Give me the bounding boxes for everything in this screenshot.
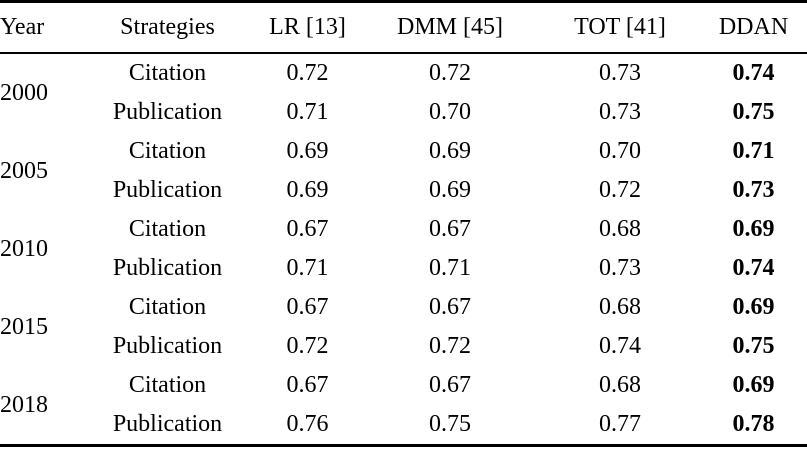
- value-cell-tot-41: 0.73: [599, 60, 641, 86]
- value-cell-ddan: 0.74: [732, 60, 775, 86]
- value-cell-tot-41: 0.73: [599, 99, 641, 125]
- strategy-cell: Publication: [112, 333, 223, 359]
- strategy-cell: Publication: [112, 411, 223, 437]
- table-body: 2000 Citation 0.72 0.72 0.73 0.74 Publication 0…: [0, 53, 807, 446]
- value-cell-dmm-45: 0.72: [429, 60, 471, 86]
- table-row: Publication 0.76 0.75 0.77 0.78: [0, 405, 807, 446]
- value-cell-tot-41: 0.68: [599, 372, 641, 398]
- table-row: Publication 0.69 0.69 0.72 0.73: [0, 171, 807, 210]
- value-cell-tot-41: 0.77: [599, 411, 641, 437]
- table-row: Publication 0.72 0.72 0.74 0.75: [0, 327, 807, 366]
- column-header-lr-13: LR [13]: [269, 14, 346, 40]
- table-row: 2018 Citation 0.67 0.67 0.68 0.69: [0, 366, 807, 418]
- value-cell-lr-13: 0.67: [286, 372, 329, 398]
- value-cell-ddan: 0.69: [732, 216, 775, 242]
- column-header-strategies: Strategies: [120, 14, 215, 40]
- value-cell-dmm-45: 0.72: [429, 333, 471, 359]
- value-cell-dmm-45: 0.67: [429, 372, 471, 398]
- value-cell-tot-41: 0.70: [599, 138, 641, 164]
- strategy-cell: Citation: [128, 60, 207, 86]
- value-cell-tot-41: 0.68: [599, 294, 641, 320]
- value-cell-dmm-45: 0.67: [429, 294, 471, 320]
- column-header-year: Year: [0, 14, 45, 40]
- value-cell-tot-41: 0.68: [599, 216, 641, 242]
- value-cell-ddan: 0.73: [732, 177, 775, 203]
- year-cell-2018: 2018: [0, 391, 48, 418]
- value-cell-ddan: 0.74: [732, 255, 775, 281]
- strategy-cell: Citation: [128, 294, 207, 320]
- strategy-cell: Publication: [112, 177, 223, 203]
- value-cell-lr-13: 0.76: [286, 411, 329, 437]
- column-header-ddan: DDAN: [718, 14, 789, 40]
- value-cell-dmm-45: 0.69: [429, 138, 471, 164]
- strategy-cell: Citation: [128, 372, 207, 398]
- value-cell-lr-13: 0.71: [286, 255, 329, 281]
- value-cell-lr-13: 0.69: [286, 177, 329, 203]
- column-header-dmm-45: DMM [45]: [397, 14, 503, 40]
- value-cell-ddan: 0.75: [732, 99, 775, 125]
- value-cell-dmm-45: 0.69: [429, 177, 471, 203]
- value-cell-ddan: 0.75: [732, 333, 775, 359]
- value-cell-lr-13: 0.67: [286, 294, 329, 320]
- strategy-cell: Publication: [112, 99, 223, 125]
- strategy-cell: Citation: [128, 216, 207, 242]
- column-header-tot-41: TOT [41]: [574, 14, 666, 40]
- year-cell-2010: 2010: [0, 235, 48, 262]
- table-row: 2000 Citation 0.72 0.72 0.73 0.74: [0, 53, 807, 106]
- year-cell-2000: 2000: [0, 79, 48, 106]
- year-cell-2015: 2015: [0, 313, 48, 340]
- strategy-cell: Publication: [112, 255, 223, 281]
- value-cell-lr-13: 0.71: [286, 99, 329, 125]
- value-cell-tot-41: 0.72: [599, 177, 641, 203]
- year-cell-2005: 2005: [0, 157, 48, 184]
- table-row: 2010 Citation 0.67 0.67 0.68 0.69: [0, 210, 807, 262]
- results-table: Year Strategies LR [13] DMM [45] TOT [41] DDA…: [0, 0, 807, 447]
- value-cell-dmm-45: 0.70: [429, 99, 471, 125]
- table-row: 2015 Citation 0.67 0.67 0.68 0.69: [0, 288, 807, 340]
- table-row: Publication 0.71 0.71 0.73 0.74: [0, 249, 807, 288]
- value-cell-lr-13: 0.67: [286, 216, 329, 242]
- value-cell-ddan: 0.69: [732, 372, 775, 398]
- value-cell-lr-13: 0.72: [286, 333, 329, 359]
- table-header: Year Strategies LR [13] DMM [45] TOT [41] DDA…: [0, 2, 807, 53]
- strategy-cell: Citation: [128, 138, 207, 164]
- value-cell-tot-41: 0.74: [599, 333, 641, 359]
- value-cell-ddan: 0.78: [732, 411, 775, 437]
- table-row: Publication 0.71 0.70 0.73 0.75: [0, 93, 807, 132]
- header-row: Year Strategies LR [13] DMM [45] TOT [41] DDA…: [0, 2, 807, 53]
- value-cell-tot-41: 0.73: [599, 255, 641, 281]
- table-row: 2005 Citation 0.69 0.69 0.70 0.71: [0, 132, 807, 184]
- value-cell-lr-13: 0.69: [286, 138, 329, 164]
- value-cell-dmm-45: 0.71: [429, 255, 471, 281]
- value-cell-lr-13: 0.72: [286, 60, 329, 86]
- value-cell-ddan: 0.71: [732, 138, 775, 164]
- value-cell-dmm-45: 0.75: [429, 411, 471, 437]
- value-cell-ddan: 0.69: [732, 294, 775, 320]
- value-cell-dmm-45: 0.67: [429, 216, 471, 242]
